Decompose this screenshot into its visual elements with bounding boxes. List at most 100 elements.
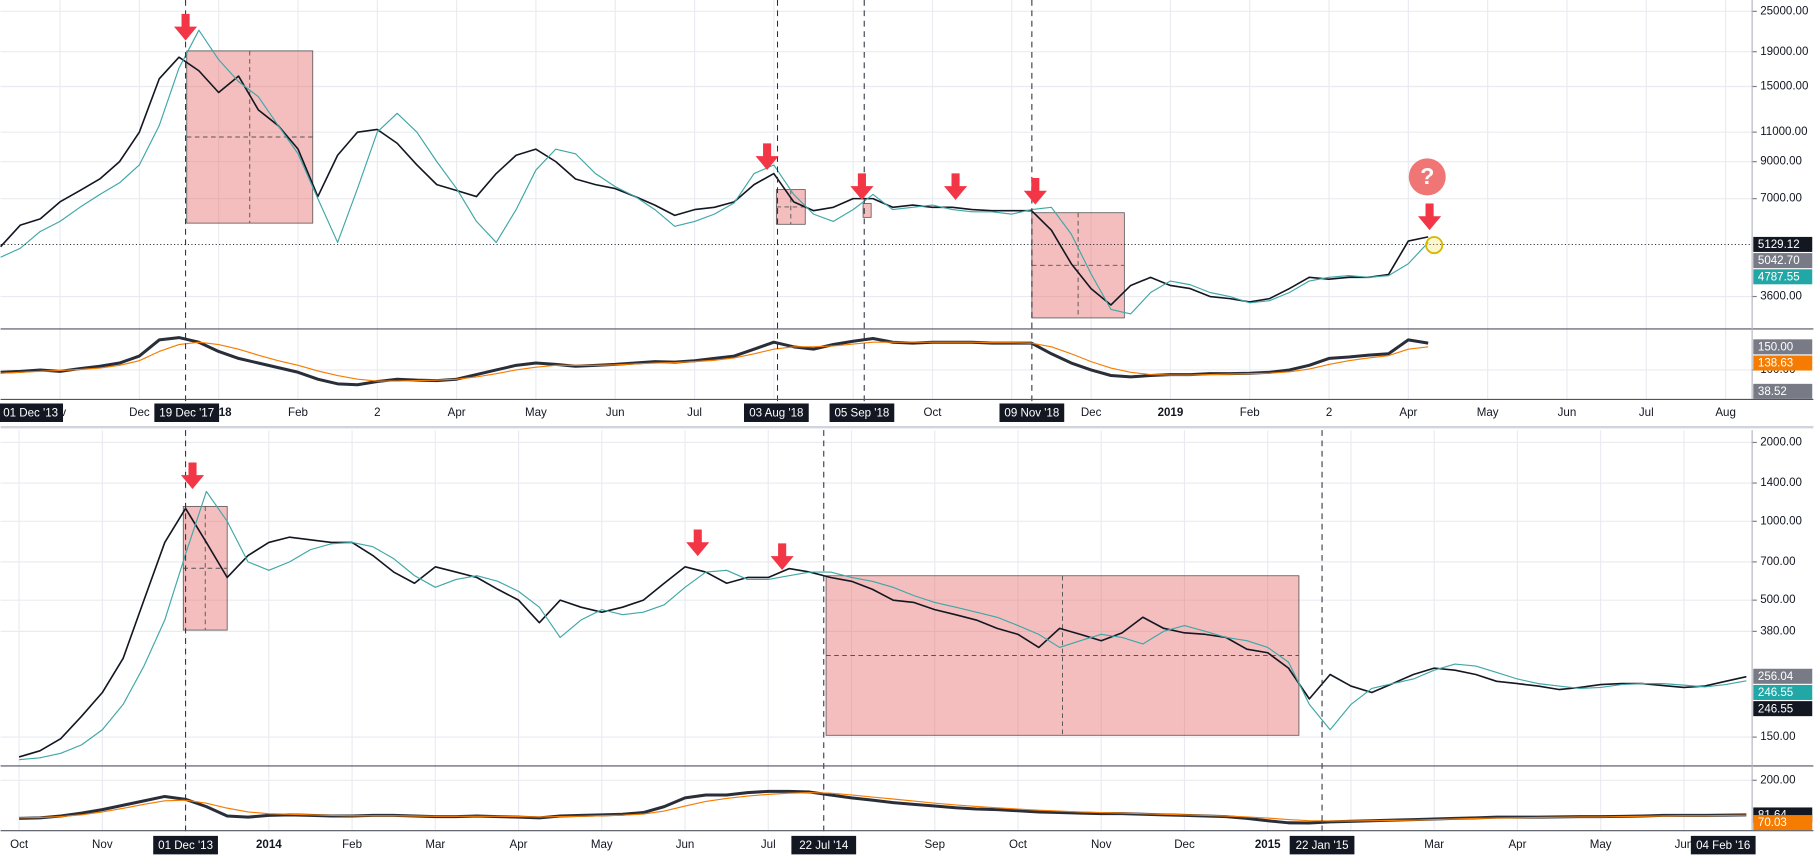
x-tick-label: Nov: [92, 839, 113, 851]
x-tick-label: Jun: [1675, 839, 1694, 851]
date-label-text: 22 Jan '15: [1296, 840, 1349, 852]
x-tick-label: Mar: [425, 839, 445, 851]
moving-average: [0, 29, 1429, 315]
y-tick-label: 15000.00: [1760, 81, 1808, 93]
x-tick-label: May: [1590, 839, 1612, 851]
x-tick-label: Jun: [1558, 407, 1577, 419]
y-tick-label: 3600.00: [1760, 291, 1802, 303]
date-label-text: 01 Dec '13: [3, 407, 58, 419]
x-tick-label: Apr: [1399, 407, 1417, 419]
x-tick-label: Oct: [924, 407, 943, 419]
date-label: 05 Sep '18: [829, 403, 895, 422]
price-line: [0, 56, 1429, 306]
date-label: 04 Feb '16: [1690, 835, 1756, 855]
price-label-box: [1753, 269, 1813, 285]
x-tick-label: Apr: [510, 839, 528, 851]
price-label-text: 4787.55: [1758, 271, 1800, 283]
price-label-text: 138.63: [1758, 358, 1793, 370]
question-badge: [1408, 158, 1446, 196]
price-label: 246.55: [1753, 701, 1813, 717]
x-tick-label: Apr: [448, 407, 466, 419]
y-tick-label: 380.00: [1760, 625, 1795, 637]
x-tick-label: Jul: [1639, 407, 1654, 419]
x-tick-label: May: [525, 407, 547, 419]
x-tick-label: Sep: [924, 839, 945, 851]
price-label-text: 246.55: [1758, 703, 1793, 715]
date-label: 03 Aug '18: [743, 403, 809, 422]
price-label: 5129.12: [1753, 236, 1813, 252]
date-label-text: 04 Feb '16: [1696, 840, 1750, 852]
y-tick-label: 700.00: [1760, 556, 1795, 568]
date-label-box: [999, 403, 1065, 422]
y-tick-label: 500.00: [1760, 594, 1795, 606]
x-tick-label: Apr: [1508, 839, 1526, 851]
x-tick-label: Jun: [606, 407, 625, 419]
range-box: [862, 203, 872, 218]
date-label: 22 Jul '14: [791, 835, 857, 855]
date-label: 01 Dec '13: [0, 403, 64, 422]
y-tick-label: 2000.00: [1760, 437, 1802, 449]
y-tick-label: 7000.00: [1760, 193, 1802, 205]
x-tick-label: 2019: [1158, 407, 1184, 419]
moving-average: [19, 490, 1747, 761]
price-label-text: 38.52: [1758, 386, 1787, 398]
price-label: 5042.70: [1753, 253, 1813, 269]
date-label-text: 19 Dec '17: [159, 407, 214, 419]
price-label-box: [1753, 383, 1813, 399]
y-tick-label: 1400.00: [1760, 477, 1802, 489]
date-label-box: [1690, 835, 1756, 855]
x-tick-label: 2: [1326, 407, 1332, 419]
x-tick-label: May: [591, 839, 613, 851]
indicator-signal: [19, 792, 1747, 822]
y-tick-label: 150.00: [1760, 731, 1795, 743]
date-label-box: [0, 403, 64, 422]
price-label-box: [1753, 815, 1813, 831]
date-label-text: 22 Jul '14: [799, 840, 849, 852]
date-label: 19 Dec '17: [154, 403, 220, 422]
x-tick-label: 2015: [1255, 839, 1281, 851]
price-label: 138.63: [1753, 355, 1813, 371]
date-label: 01 Dec '13: [153, 835, 218, 855]
x-tick-label: Oct: [1009, 839, 1028, 851]
highlight-ring: [1425, 236, 1444, 255]
price-label-box: [1753, 253, 1813, 269]
price-label-text: 70.03: [1758, 817, 1787, 829]
x-tick-label: Jul: [761, 839, 776, 851]
x-tick-label: Dec: [1174, 839, 1195, 851]
date-label-box: [829, 403, 895, 422]
x-tick-label: Aug: [1715, 407, 1736, 419]
x-tick-label: May: [1477, 407, 1499, 419]
date-label: 22 Jan '15: [1289, 835, 1355, 855]
date-label-box: [153, 835, 218, 855]
x-tick-label: Dec: [129, 407, 150, 419]
price-label-box: [1753, 668, 1813, 684]
y-tick-label: 200.00: [1760, 774, 1795, 786]
price-label-text: 150.00: [1758, 341, 1793, 353]
price-label: 38.52: [1753, 383, 1813, 399]
price-label-box: [1753, 339, 1813, 355]
y-tick-label: 19000.00: [1760, 46, 1808, 58]
date-label-box: [154, 403, 220, 422]
price-label-box: [1753, 355, 1813, 371]
price-label-text: 246.55: [1758, 687, 1793, 699]
price-label: 256.04: [1753, 668, 1813, 684]
x-tick-label: 2014: [256, 839, 282, 851]
price-label-text: 5129.12: [1758, 239, 1800, 251]
date-label-text: 01 Dec '13: [158, 840, 213, 852]
question-mark: ?: [1420, 163, 1434, 189]
x-tick-label: Jun: [676, 839, 695, 851]
date-label-box: [791, 835, 857, 855]
x-tick-label: Mar: [1424, 839, 1444, 851]
price-label: 150.00: [1753, 339, 1813, 355]
date-label-box: [743, 403, 809, 422]
x-tick-label: 2: [374, 407, 380, 419]
y-tick-label: 25000.00: [1760, 5, 1808, 17]
date-label: 09 Nov '18: [999, 403, 1065, 422]
y-tick-label: 11000.00: [1760, 126, 1807, 138]
x-tick-label: Feb: [1240, 407, 1260, 419]
date-label-text: 03 Aug '18: [749, 407, 803, 419]
price-line: [18, 507, 1747, 758]
date-label-box: [1289, 835, 1355, 855]
price-label-text: 5042.70: [1758, 255, 1800, 267]
y-tick-label: 1000.00: [1760, 515, 1802, 527]
